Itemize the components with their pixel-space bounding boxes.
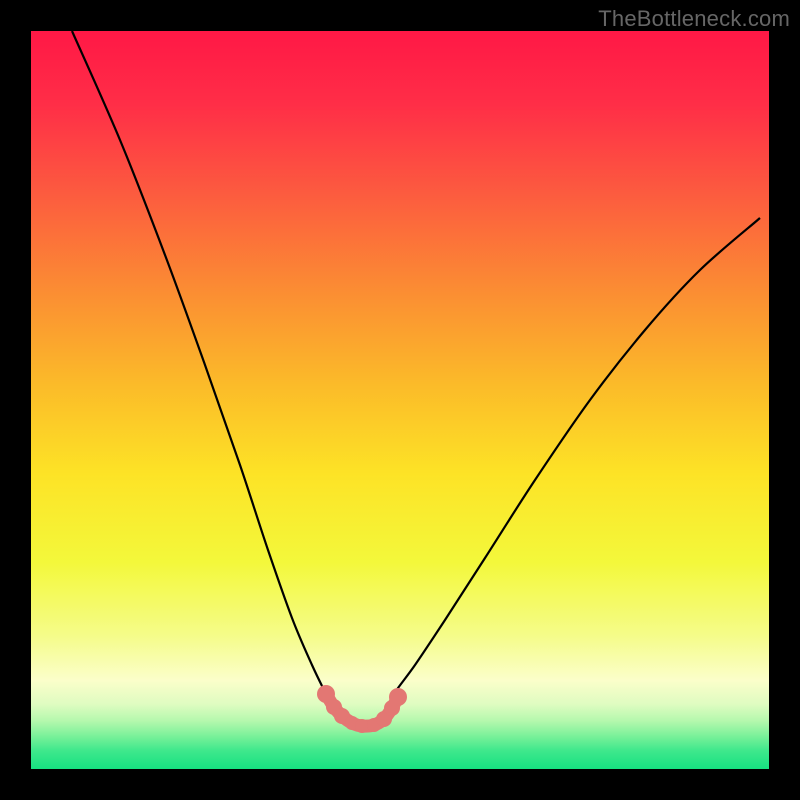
optimum-marker-dot [355,719,369,733]
chart-container: TheBottleneck.com [0,0,800,800]
plot-background [31,31,769,769]
optimum-marker-dot [389,688,407,706]
watermark-text: TheBottleneck.com [598,6,790,32]
bottleneck-chart [0,0,800,800]
